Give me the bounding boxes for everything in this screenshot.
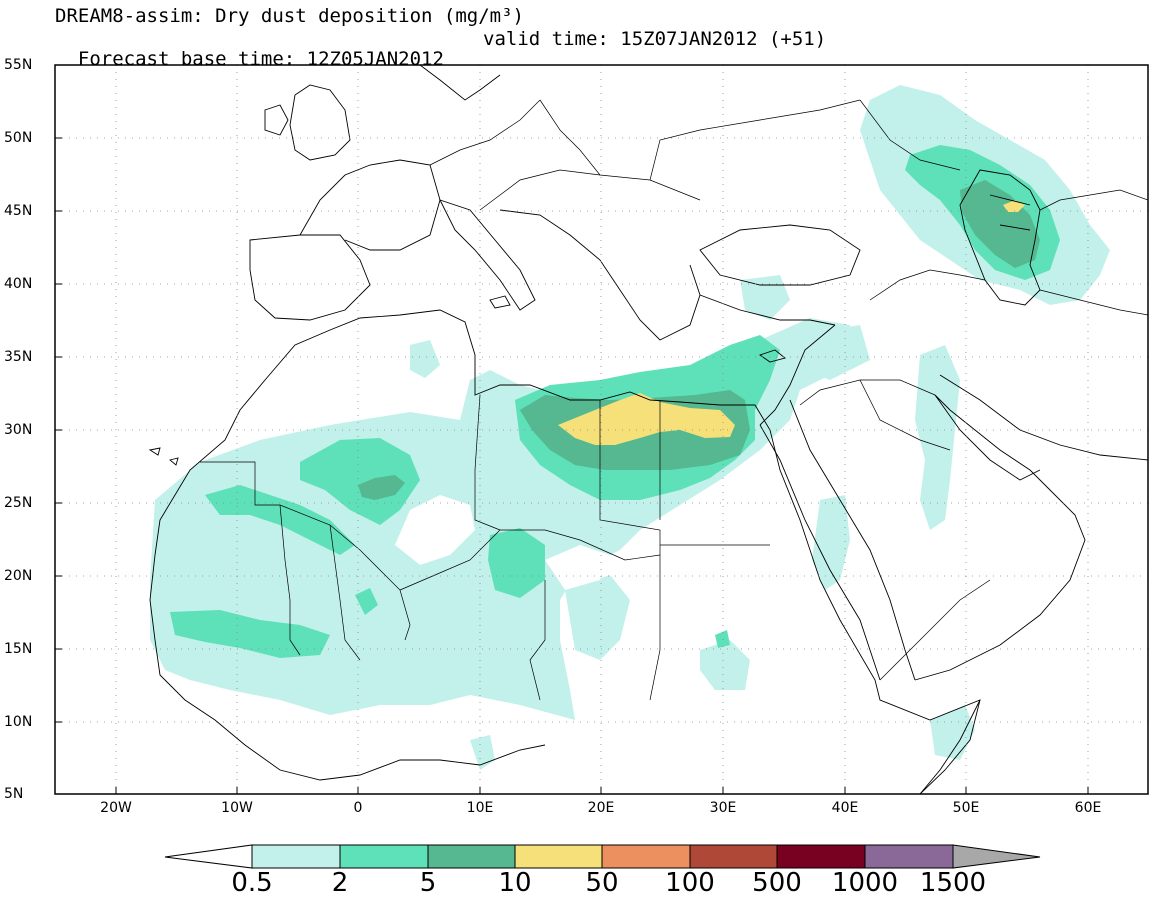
colorbar-label-500: 500 [752, 868, 802, 898]
lon-label-30e: 30E [709, 800, 737, 816]
colorbar-swatch-6 [689, 844, 778, 869]
valid-time: valid time: 15Z07JAN2012 (+51) [483, 28, 827, 50]
lon-label-40e: 40E [831, 800, 859, 816]
lat-label-50n: 50N [4, 130, 33, 146]
colorbar-low-arrow [164, 844, 253, 869]
lat-label-35n: 35N [4, 349, 33, 365]
lon-label-10w: 10W [221, 800, 253, 816]
colorbar-label-0-5: 0.5 [231, 868, 273, 898]
lon-label-20w: 20W [100, 800, 132, 816]
lon-gridlines [115, 65, 1089, 794]
lat-label-10n: 10N [4, 714, 33, 730]
colorbar-swatch-4 [514, 844, 603, 869]
colorbar-swatch-2 [339, 844, 429, 869]
lat-label-5n: 5N [4, 786, 24, 802]
colorbar-label-1000: 1000 [831, 868, 899, 898]
axis-ticks [55, 64, 1089, 794]
map-subtitle: Forecast base time: 12Z05JAN2012 valid ti… [55, 29, 826, 70]
colorbar-swatch-3 [427, 844, 516, 869]
lon-label-50e: 50E [952, 800, 980, 816]
country-borders [200, 99, 1148, 701]
contour-10-50 [558, 200, 1025, 445]
lat-label-55n: 55N [4, 57, 33, 73]
lon-label-0: 0 [353, 800, 363, 816]
lat-label-40n: 40N [4, 276, 33, 292]
lon-label-10e: 10E [466, 800, 494, 816]
colorbar-label-50: 50 [585, 868, 619, 898]
colorbar-swatch-8 [864, 844, 954, 869]
lat-label-30n: 30N [4, 422, 33, 438]
contour-holes [395, 495, 610, 590]
lon-label-60e: 60E [1074, 800, 1102, 816]
colorbar-label-5: 5 [419, 868, 437, 898]
colorbar-swatch-5 [601, 844, 691, 869]
lon-label-20e: 20E [587, 800, 615, 816]
lat-label-25n: 25N [4, 495, 33, 511]
lat-label-45n: 45N [4, 203, 33, 219]
colorbar-label-2: 2 [331, 868, 349, 898]
forecast-base-time: Forecast base time: 12Z05JAN2012 [77, 48, 444, 70]
colorbar-label-1500: 1500 [919, 868, 987, 898]
colorbar-label-10: 10 [498, 868, 532, 898]
colorbar [164, 844, 1041, 869]
colorbar-swatch-1 [251, 844, 341, 869]
colorbar-high-arrow [952, 844, 1041, 869]
colorbar-swatch-7 [776, 844, 866, 869]
coastlines [148, 65, 1148, 794]
map-title: DREAM8-assim: Dry dust deposition (mg/m³… [55, 5, 524, 27]
lat-label-20n: 20N [4, 568, 33, 584]
lat-label-15n: 15N [4, 641, 33, 657]
colorbar-label-100: 100 [665, 868, 715, 898]
